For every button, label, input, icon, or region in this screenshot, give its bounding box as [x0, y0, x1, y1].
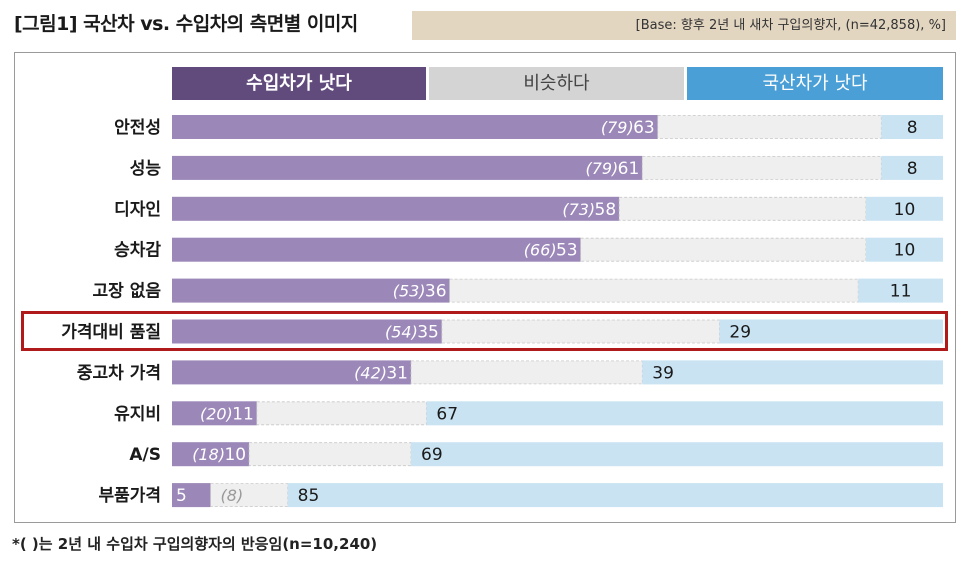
- bar-domestic-better: [719, 319, 943, 344]
- bar-domestic-better: [881, 155, 943, 180]
- import-buyer-label: (54): [385, 323, 418, 342]
- bar-import-better: [172, 360, 412, 385]
- import-buyer-label: (18): [192, 445, 225, 464]
- legend-domestic-better: 국산차가 낫다: [687, 67, 943, 100]
- bar-similar: [410, 360, 643, 385]
- category-label: 성능: [130, 159, 162, 179]
- domestic-better-value-label: 8: [907, 118, 918, 138]
- legend-similar: 비슷하다: [429, 67, 684, 100]
- bar-domestic-better: [865, 196, 943, 221]
- import-buyer-label: (79): [585, 159, 618, 178]
- bar-import-better: [172, 483, 211, 508]
- import-buyer-label: (42): [354, 363, 387, 382]
- bar-import-better: [172, 442, 250, 467]
- import-better-value-label: 61: [618, 159, 640, 179]
- bar-similar: [641, 155, 882, 180]
- footnote: *( )는 2년 내 수입차 구입의향자의 반응임(n=10,240): [12, 535, 378, 553]
- domestic-better-value-label: 69: [421, 445, 443, 465]
- legend-import-better: 수입차가 낫다: [172, 67, 426, 100]
- bar-domestic-better: [411, 442, 943, 467]
- domestic-better-value-label: 39: [652, 363, 674, 383]
- bar-similar: [618, 196, 867, 221]
- category-label: 안전성: [114, 118, 161, 138]
- highlight-box: [21, 311, 948, 351]
- import-buyer-label: (8): [221, 486, 244, 505]
- import-buyer-label: (79): [601, 118, 634, 137]
- bar-import-better: [172, 319, 442, 344]
- domestic-better-value-label: 67: [436, 404, 458, 424]
- domestic-better-value-label: 8: [907, 159, 918, 179]
- import-better-value-label: 63: [633, 118, 655, 138]
- category-label: 중고차 가격: [77, 363, 161, 383]
- domestic-better-value-label: 10: [894, 241, 916, 261]
- bar-import-better: [172, 115, 658, 139]
- import-better-value-label: 58: [595, 200, 617, 220]
- bar-similar: [449, 278, 859, 303]
- bar-domestic-better: [287, 483, 943, 508]
- chart-frame: [14, 52, 956, 523]
- bar-import-better: [172, 278, 450, 303]
- bar-similar: [256, 401, 427, 426]
- import-buyer-label: (53): [393, 282, 426, 301]
- import-better-value-label: 36: [425, 282, 447, 302]
- chart-title: [그림1] 국산차 vs. 수입차의 측면별 이미지: [14, 13, 358, 35]
- bar-import-better: [172, 237, 581, 262]
- bar-similar: [657, 115, 882, 139]
- domestic-better-value-label: 11: [890, 282, 912, 302]
- bar-domestic-better: [642, 360, 943, 385]
- bar-domestic-better: [881, 115, 943, 139]
- import-better-value-label: 5: [176, 486, 187, 506]
- bar-similar: [248, 442, 412, 467]
- domestic-better-value-label: 10: [894, 200, 916, 220]
- import-better-value-label: 31: [386, 363, 408, 383]
- category-label: 디자인: [114, 200, 161, 220]
- category-label: 유지비: [114, 404, 161, 424]
- domestic-better-value-label: 85: [298, 486, 320, 506]
- bar-similar: [210, 483, 289, 508]
- category-label: 가격대비 품질: [61, 322, 161, 343]
- import-buyer-label: (20): [200, 404, 233, 423]
- bar-domestic-better: [858, 278, 943, 303]
- category-label: 고장 없음: [93, 282, 162, 302]
- bar-import-better: [172, 196, 620, 221]
- base-note: [Base: 향후 2년 내 새차 구입의향자, (n=42,858), %]: [412, 11, 956, 40]
- category-label: 승차감: [114, 241, 161, 261]
- bar-import-better: [172, 155, 643, 180]
- bar-import-better: [172, 401, 257, 426]
- import-better-value-label: 35: [417, 323, 439, 343]
- bar-similar: [580, 237, 867, 262]
- import-buyer-label: (66): [524, 241, 557, 260]
- category-label: 부품가격: [98, 486, 161, 506]
- import-better-value-label: 10: [224, 445, 246, 465]
- category-label: A/S: [129, 445, 161, 465]
- import-buyer-label: (73): [562, 200, 595, 219]
- import-better-value-label: 53: [556, 241, 578, 261]
- bar-domestic-better: [426, 401, 943, 426]
- bar-domestic-better: [865, 237, 943, 262]
- bar-similar: [441, 319, 720, 344]
- domestic-better-value-label: 29: [729, 323, 751, 343]
- import-better-value-label: 11: [232, 404, 254, 424]
